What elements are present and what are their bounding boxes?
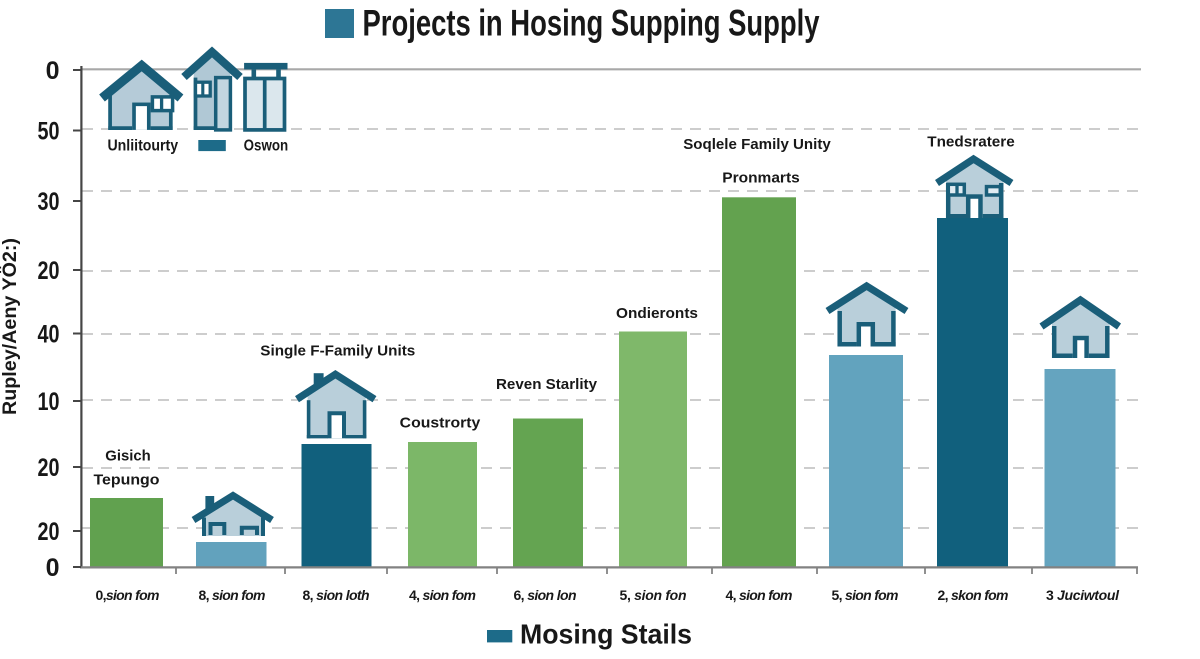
svg-text:5, sion fom: 5, sion fom <box>832 587 899 603</box>
svg-text:8, sion loth: 8, sion loth <box>303 587 370 603</box>
svg-text:4, sion fom: 4, sion fom <box>726 587 793 603</box>
svg-text:0: 0 <box>46 57 60 85</box>
svg-text:Unliitourty: Unliitourty <box>107 138 178 155</box>
svg-text:0,sion fom: 0,sion fom <box>96 587 160 603</box>
svg-text:Projects in Hosing Supping Sup: Projects in Hosing Supping Supply <box>363 3 820 44</box>
svg-text:Ondieronts: Ondieronts <box>616 305 698 322</box>
svg-text:Oswon: Oswon <box>244 138 289 155</box>
svg-text:4, sion fom: 4, sion fom <box>409 587 476 603</box>
svg-text:3 Juciwtoul: 3 Juciwtoul <box>1046 587 1120 603</box>
svg-text:Pronmarts: Pronmarts <box>722 170 800 187</box>
svg-text:30: 30 <box>38 188 60 216</box>
svg-text:0: 0 <box>46 554 60 582</box>
svg-text:20: 20 <box>38 518 60 546</box>
svg-text:20: 20 <box>38 257 60 285</box>
svg-text:Gisich: Gisich <box>105 448 151 465</box>
svg-text:8, sion fom: 8, sion fom <box>199 587 266 603</box>
svg-text:Single F-Family Units: Single F-Family Units <box>260 343 415 360</box>
svg-text:10: 10 <box>38 388 60 416</box>
svg-text:Tepungo: Tepungo <box>94 472 160 489</box>
svg-text:Rupley/Aeny YÖ2:): Rupley/Aeny YÖ2:) <box>0 238 21 415</box>
svg-text:6, sion lon: 6, sion lon <box>514 587 577 603</box>
svg-text:20: 20 <box>38 454 60 482</box>
svg-text:2, skon fom: 2, skon fom <box>938 587 1009 603</box>
svg-text:5, sion fon: 5, sion fon <box>620 587 687 603</box>
svg-text:Coustrorty: Coustrorty <box>400 415 481 432</box>
svg-text:Tnedsratere: Tnedsratere <box>927 134 1015 151</box>
svg-text:40: 40 <box>38 321 60 349</box>
svg-text:Reven Starlity: Reven Starlity <box>496 376 598 393</box>
svg-text:50: 50 <box>38 118 60 146</box>
svg-text:Mosing Stails: Mosing Stails <box>520 619 692 650</box>
svg-text:Soqlele Family Unity: Soqlele Family Unity <box>683 136 831 153</box>
